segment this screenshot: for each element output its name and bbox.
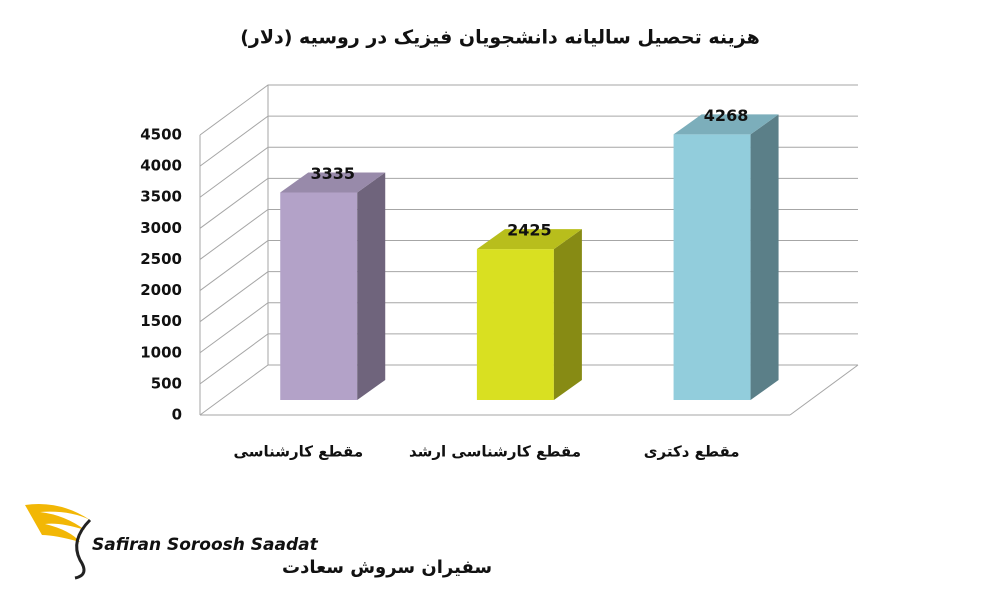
grid-line	[199, 333, 858, 385]
bar	[476, 229, 582, 400]
y-tick-label: 4500	[140, 126, 182, 144]
grid-line	[199, 177, 858, 229]
data-label: 2425	[507, 221, 552, 240]
y-tick-label: 0	[172, 406, 182, 424]
grid-line	[199, 302, 858, 354]
grid-line	[199, 115, 858, 167]
logo-latin: Safiran Soroosh Saadat	[92, 535, 319, 555]
bar-top	[476, 229, 582, 250]
floor-right	[789, 364, 859, 416]
chart-title: هزینه تحصیل سالیانه دانشجویان فیزیک در ر…	[240, 27, 760, 49]
grid-line	[199, 364, 858, 416]
logo-neck	[74, 518, 92, 580]
logo-wing	[25, 504, 90, 542]
y-tick-label: 2000	[140, 281, 182, 299]
bar-front	[673, 134, 751, 401]
bar	[673, 114, 779, 401]
grid-line	[199, 146, 858, 198]
grid-line	[199, 208, 858, 260]
logo-persian: سفیران سروش سعادت	[282, 557, 492, 578]
grid-line	[199, 240, 858, 291]
y-tick-label: 2500	[140, 250, 182, 268]
x-tick-label: مقطع کارشناسی	[234, 443, 364, 461]
bar	[280, 172, 386, 400]
grid-line	[199, 271, 858, 323]
x-tick-label: مقطع کارشناسی ارشد	[409, 443, 581, 461]
bar-front	[280, 192, 358, 400]
bar-side	[357, 172, 386, 400]
bar-top	[673, 114, 779, 135]
y-tick-label: 1500	[140, 312, 182, 330]
y-tick-label: 500	[151, 374, 182, 392]
logo: Safiran Soroosh Saadat سفیران سروش سعادت	[25, 504, 492, 580]
y-tick-label: 3000	[140, 219, 182, 237]
grid-line	[199, 84, 858, 136]
y-tick-label: 1000	[140, 343, 182, 361]
data-label: 3335	[310, 164, 355, 183]
y-tick-label: 3500	[140, 188, 182, 206]
y-tick-label: 4000	[140, 157, 182, 175]
x-tick-label: مقطع دکتری	[644, 443, 740, 461]
bar-side	[750, 114, 779, 401]
bar-front	[476, 249, 554, 400]
bar-top	[280, 172, 386, 193]
data-label: 4268	[704, 106, 749, 125]
bar-side	[553, 229, 582, 400]
